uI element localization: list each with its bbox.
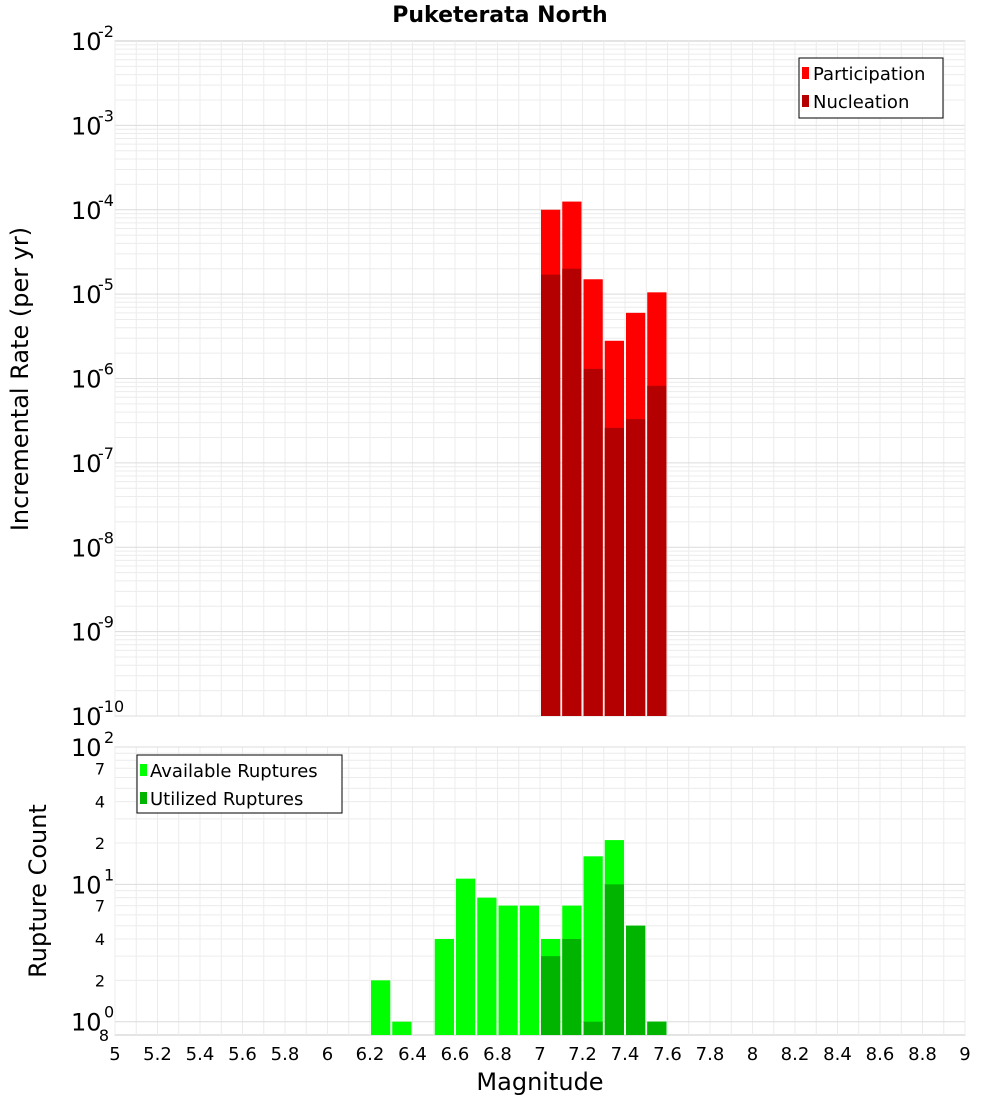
rate-bars	[541, 201, 667, 716]
count-bar-available-ruptures	[477, 897, 497, 1035]
rate-y-tick-label: 10	[71, 28, 102, 56]
x-tick-labels: 5 5.2 5.4 5.6 5.8 6 6.2 6.4 6.6 6.8 7 7.2 7.4 7.6 7.8 8…	[109, 1044, 970, 1065]
x-tick-label: 8.4	[823, 1044, 852, 1065]
legend-label-available-ruptures: Available Ruptures	[150, 761, 318, 782]
count-y-tick-label: 7	[95, 759, 105, 778]
x-tick-label: 8	[747, 1044, 758, 1065]
x-tick-label: 8.2	[781, 1044, 810, 1065]
rate-bar-nucleation	[583, 368, 603, 716]
rate-y-tick-exponent: -5	[98, 275, 114, 294]
count-bar-available-ruptures	[456, 878, 476, 1035]
rate-y-tick-label: 10	[71, 703, 102, 731]
rate-y-axis-label: Incremental Rate (per yr)	[6, 227, 34, 531]
x-tick-label: 7.6	[653, 1044, 682, 1065]
x-tick-label: 5	[109, 1044, 120, 1065]
count-y-tick-label: 4	[95, 930, 105, 949]
rate-y-tick-exponent: -8	[98, 528, 114, 547]
x-axis-label: Magnitude	[476, 1068, 603, 1096]
x-tick-label: 7.4	[611, 1044, 640, 1065]
rate-y-tick-exponent: -6	[98, 360, 114, 379]
count-bar-utilized-ruptures	[541, 956, 561, 1035]
x-tick-label: 5.4	[186, 1044, 215, 1065]
x-tick-label: 6.8	[483, 1044, 512, 1065]
x-tick-label: 8.8	[908, 1044, 937, 1065]
count-y-tick-label: 8	[99, 1026, 109, 1045]
rate-legend: Participation Nucleation	[798, 57, 944, 119]
rate-legend-box	[798, 57, 944, 119]
rate-gridlines	[114, 41, 966, 717]
count-bar-utilized-ruptures	[583, 1021, 603, 1035]
rate-y-tick-label: 10	[71, 112, 102, 140]
count-y-tick-label: 10	[71, 1009, 102, 1037]
count-y-tick-label: 10	[71, 734, 102, 762]
rate-y-tick-exponent: -2	[98, 22, 114, 41]
count-y-tick-exponent: 0	[104, 1003, 114, 1022]
legend-swatch-available-ruptures	[140, 764, 147, 776]
rate-bar-nucleation	[541, 274, 561, 716]
legend-label-utilized-ruptures: Utilized Ruptures	[150, 789, 303, 810]
rate-y-tick-label: 10	[71, 366, 102, 394]
rate-y-tick-label: 10	[71, 450, 102, 478]
count-y-axis-label: Rupture Count	[24, 804, 52, 978]
x-tick-label: 6	[322, 1044, 333, 1065]
count-y-tick-exponent: 2	[104, 728, 114, 747]
count-bar-utilized-ruptures	[626, 925, 646, 1035]
count-y-tick-label: 2	[95, 971, 105, 990]
x-tick-label: 6.6	[441, 1044, 470, 1065]
rate-bar-nucleation	[626, 419, 646, 716]
x-tick-label: 5.8	[271, 1044, 300, 1065]
count-bar-available-ruptures	[498, 905, 518, 1035]
rate-y-tick-exponent: -3	[98, 106, 114, 125]
rate-bar-nucleation	[562, 268, 582, 716]
x-tick-label: 8.6	[866, 1044, 895, 1065]
count-bar-available-ruptures	[392, 1021, 412, 1035]
x-tick-label: 5.6	[228, 1044, 257, 1065]
rate-y-tick-label: 10	[71, 534, 102, 562]
x-tick-label: 7	[534, 1044, 545, 1065]
rate-y-tick-exponent: -7	[98, 444, 114, 463]
legend-swatch-nucleation	[802, 95, 809, 107]
x-tick-label: 7.8	[696, 1044, 725, 1065]
count-bar-available-ruptures	[434, 939, 454, 1035]
x-tick-label: 7.2	[568, 1044, 597, 1065]
rate-bar-nucleation	[604, 427, 624, 716]
legend-swatch-utilized-ruptures	[140, 792, 147, 804]
count-y-tick-exponent: 1	[104, 865, 114, 884]
count-bar-available-ruptures	[519, 905, 539, 1035]
x-tick-label: 6.2	[356, 1044, 385, 1065]
count-bar-available-ruptures	[371, 980, 391, 1035]
legend-label-participation: Participation	[813, 64, 925, 85]
rate-y-tick-exponent: -10	[98, 697, 124, 716]
rate-y-tick-exponent: -4	[98, 191, 114, 210]
count-bar-utilized-ruptures	[647, 1021, 667, 1035]
count-legend: Available Ruptures Utilized Ruptures	[136, 754, 343, 814]
rate-y-tick-exponent: -9	[98, 613, 114, 632]
rate-y-tick-label: 10	[71, 281, 102, 309]
count-bar-utilized-ruptures	[604, 884, 624, 1035]
count-y-tick-label: 2	[95, 834, 105, 853]
count-legend-box	[136, 754, 343, 814]
rate-bar-nucleation	[647, 385, 667, 716]
rate-y-tick-label: 10	[71, 197, 102, 225]
x-tick-label: 9	[959, 1044, 970, 1065]
x-tick-label: 5.2	[143, 1044, 172, 1065]
x-tick-label: 6.4	[398, 1044, 427, 1065]
count-y-tick-label: 4	[95, 793, 105, 812]
count-bars	[371, 840, 667, 1035]
legend-swatch-participation	[802, 67, 809, 79]
count-bar-available-ruptures	[583, 856, 603, 1035]
count-bar-utilized-ruptures	[562, 939, 582, 1035]
count-y-tick-label: 10	[71, 871, 102, 899]
count-y-tick-label: 7	[95, 897, 105, 916]
chart-title: Puketerata North	[392, 3, 607, 28]
legend-label-nucleation: Nucleation	[813, 92, 909, 113]
rate-y-tick-label: 10	[71, 619, 102, 647]
